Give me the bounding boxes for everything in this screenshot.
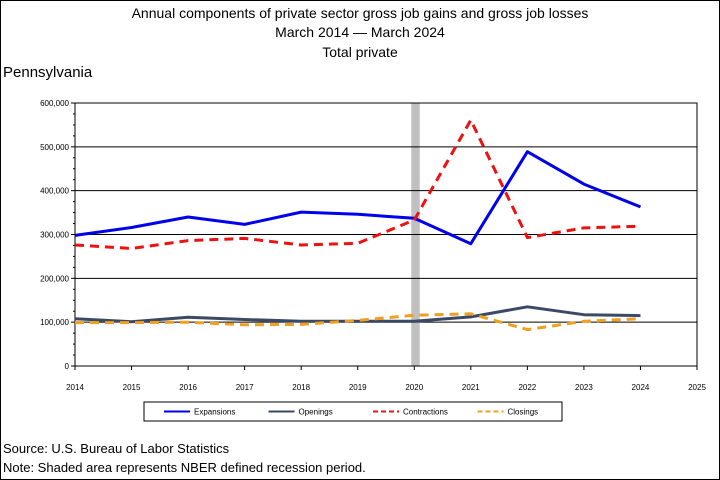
series-line-openings [74, 305, 641, 324]
recession-note: Note: Shaded area represents NBER define… [3, 460, 366, 475]
series-line-expansions [74, 150, 642, 246]
legend-box [143, 401, 563, 422]
x-tick-label: 2014 [66, 383, 84, 392]
x-tick-label: 2018 [292, 383, 310, 392]
chart-subtitle-sector: Total private [322, 44, 398, 60]
legend-label-contractions: Contractions [403, 408, 448, 417]
chart-title: Annual components of private sector gros… [131, 5, 589, 21]
legend-label-closings: Closings [508, 408, 539, 417]
x-tick-label: 2024 [632, 383, 650, 392]
source-note: Source: U.S. Bureau of Labor Statistics [3, 441, 230, 456]
x-tick-label: 2023 [575, 383, 593, 392]
y-tick-label: 200,000 [40, 274, 69, 283]
x-tick-label: 2025 [688, 383, 706, 392]
y-tick-label: 300,000 [40, 231, 69, 240]
series-line-contractions [74, 118, 641, 250]
x-tick-label: 2015 [123, 383, 141, 392]
legend-label-expansions: Expansions [194, 408, 235, 417]
x-tick-label: 2021 [462, 383, 480, 392]
y-tick-label: 100,000 [40, 318, 69, 327]
chart-subtitle-dates: March 2014 — March 2024 [275, 24, 445, 40]
x-tick-label: 2019 [349, 383, 367, 392]
region-label: Pennsylvania [3, 64, 93, 81]
x-tick-label: 2020 [405, 383, 423, 392]
y-tick-label: 0 [65, 362, 70, 371]
y-tick-label: 500,000 [40, 143, 69, 152]
y-tick-label: 600,000 [40, 99, 69, 108]
x-tick-label: 2017 [236, 383, 254, 392]
legend-label-openings: Openings [299, 408, 333, 417]
series-line-closings [75, 312, 641, 332]
x-tick-label: 2022 [518, 383, 536, 392]
y-tick-label: 400,000 [40, 187, 69, 196]
x-tick-label: 2016 [179, 383, 197, 392]
